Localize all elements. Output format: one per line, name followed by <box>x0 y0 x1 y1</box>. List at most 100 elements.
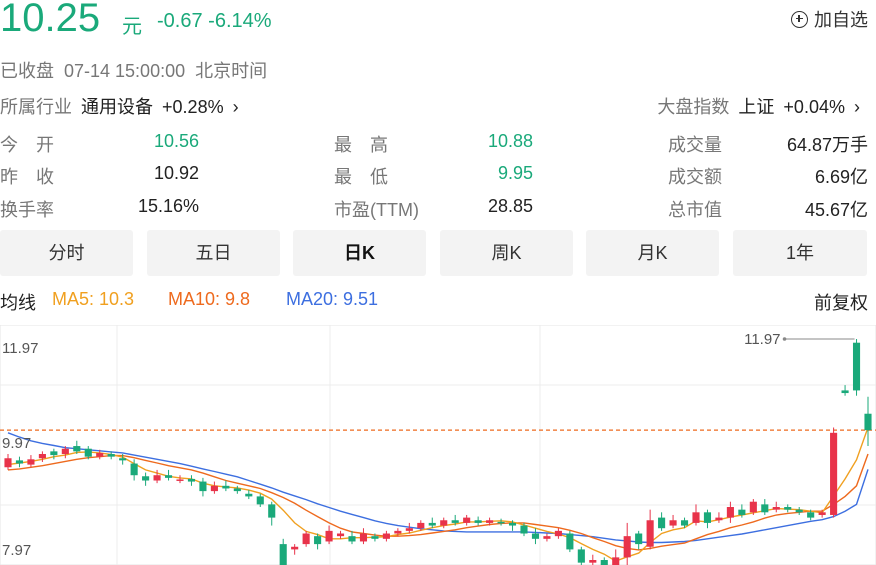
candle-body <box>508 522 517 526</box>
candle <box>325 525 333 545</box>
pe-value: 28.85 <box>487 196 533 216</box>
candle <box>566 530 574 553</box>
candle-body <box>61 448 69 455</box>
candle <box>589 554 597 565</box>
plus-circle-icon <box>791 10 808 28</box>
add-watchlist-button[interactable]: 加自选 <box>791 6 868 32</box>
candle <box>417 520 425 531</box>
index-change: +0.04% <box>783 97 845 117</box>
tab-five-day[interactable]: 五日 <box>147 230 280 276</box>
candle <box>772 501 780 513</box>
prev-close-value: 10.92 <box>153 163 199 183</box>
candle-body <box>600 560 608 565</box>
candle-body <box>531 533 540 539</box>
candle-body <box>784 507 792 510</box>
adjust-button[interactable]: 前复权 <box>814 293 868 313</box>
candle-body <box>807 512 815 518</box>
candle-body <box>73 446 81 452</box>
candle <box>142 472 150 486</box>
chevron-right-icon: › <box>232 97 239 117</box>
candle <box>314 533 322 550</box>
industry-label: 所属行业 <box>0 97 72 117</box>
ma20-line <box>7 432 869 544</box>
candle <box>84 446 92 460</box>
candle-body <box>233 488 241 492</box>
candle-body <box>864 413 872 431</box>
candle <box>761 499 769 515</box>
candle-body <box>164 475 173 478</box>
candle <box>474 516 482 526</box>
candle <box>119 454 127 465</box>
prev-close-label: 昨 收 <box>0 167 54 187</box>
candle-body <box>497 521 505 524</box>
candle <box>554 528 562 539</box>
candle <box>348 530 356 545</box>
high-value: 10.88 <box>487 131 533 151</box>
index-link[interactable]: 大盘指数 上证 +0.04% › <box>657 93 860 119</box>
candle <box>692 504 700 526</box>
candle-body <box>302 533 310 545</box>
candle-body <box>348 536 356 542</box>
chart-labels: 11.97 9.97 7.97 11.97 7.97 <box>2 331 855 565</box>
industry-link[interactable]: 所属行业 通用设备 +0.28% › <box>0 93 239 119</box>
candle <box>187 475 196 486</box>
candle <box>784 504 792 513</box>
candle-body <box>371 536 379 539</box>
candle <box>199 477 207 497</box>
candle <box>336 530 345 539</box>
candle <box>73 440 81 455</box>
candle-body <box>325 530 333 542</box>
candle-body <box>646 520 654 547</box>
candle-body <box>566 533 574 550</box>
candle <box>531 528 540 545</box>
tab-daily-k[interactable]: 日K <box>293 230 426 276</box>
candle <box>738 504 746 518</box>
kline-chart: 11.97 9.97 7.97 11.97 7.97 <box>0 325 876 565</box>
market-status: 已收盘 07-14 15:00:00 北京时间 <box>0 61 268 81</box>
candle <box>646 509 654 550</box>
candle-body <box>715 517 723 521</box>
candle <box>749 499 757 515</box>
industry-name: 通用设备 <box>81 97 154 117</box>
candle <box>96 449 104 460</box>
candle <box>279 538 287 565</box>
candle-body <box>38 454 46 459</box>
candle-body <box>4 458 12 468</box>
candle <box>164 469 173 481</box>
ma5-legend: MA5: 10.3 <box>52 289 135 309</box>
tab-intraday[interactable]: 分时 <box>0 230 133 276</box>
candle <box>359 528 368 545</box>
tab-one-year[interactable]: 1年 <box>733 230 867 276</box>
tab-weekly-k[interactable]: 周K <box>440 230 573 276</box>
candle-body <box>268 504 276 518</box>
candle <box>658 512 666 531</box>
candle-body <box>382 533 390 539</box>
candle-body <box>680 520 689 526</box>
ma-title: 均线 <box>0 293 36 313</box>
candle <box>841 385 849 396</box>
candle-body <box>210 485 218 492</box>
ma5-line <box>7 427 869 562</box>
candle-body <box>818 512 826 515</box>
candle-body <box>428 522 436 526</box>
candle-body <box>394 530 402 534</box>
candle <box>486 517 494 526</box>
candle-body <box>96 452 104 457</box>
candle-body <box>795 509 803 513</box>
candle <box>830 427 838 518</box>
high-label: 最 高 <box>334 135 388 155</box>
volume-value: 64.87万手 <box>786 135 868 155</box>
candle-body <box>50 451 58 456</box>
candle <box>669 514 677 529</box>
candle-body <box>15 460 24 464</box>
low-label: 最 低 <box>334 167 388 187</box>
candle <box>15 456 24 468</box>
candle <box>256 493 264 508</box>
candle-body <box>336 533 345 537</box>
candle-body <box>749 501 757 513</box>
ma10-line <box>7 453 869 551</box>
tab-monthly-k[interactable]: 月K <box>586 230 719 276</box>
candle-body <box>726 507 734 518</box>
candle-body <box>27 459 35 465</box>
turnover-label: 换手率 <box>0 200 54 220</box>
